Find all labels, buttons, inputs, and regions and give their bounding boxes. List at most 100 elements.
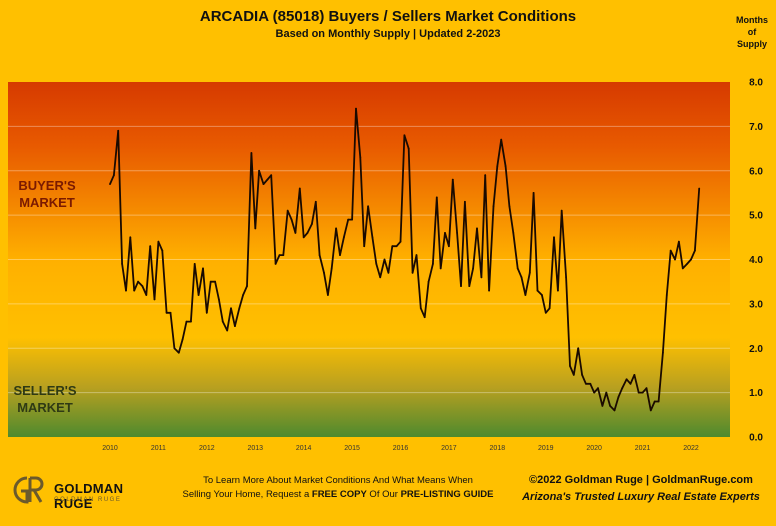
data-point (629, 382, 632, 385)
data-point (234, 325, 236, 327)
data-point (238, 307, 241, 310)
data-point (274, 263, 277, 265)
data-point (560, 209, 563, 212)
data-point (205, 311, 208, 314)
x-axis-ticks: 2010 2011 2012 2013 2014 2015 2016 2017 2018 2019… (102, 445, 699, 452)
data-point (548, 307, 551, 310)
data-point (214, 280, 217, 283)
data-point (589, 382, 592, 385)
data-point (572, 374, 575, 376)
data-point (117, 129, 120, 132)
data-point (306, 232, 309, 234)
data-point (242, 294, 245, 296)
data-point (581, 374, 583, 376)
data-point (218, 298, 220, 301)
sellers-market-line2: MARKET (17, 400, 73, 415)
data-point (544, 311, 547, 314)
data-point (593, 391, 596, 394)
data-point (678, 240, 680, 243)
data-point (484, 174, 487, 177)
data-point (335, 227, 337, 230)
x-tick-label: 2020 (586, 445, 602, 452)
data-point (686, 263, 688, 265)
gr-monogram-icon (13, 476, 44, 504)
data-point (444, 232, 446, 234)
data-point (226, 329, 229, 332)
cta-line1: To Learn More About Market Conditions An… (203, 475, 473, 486)
x-tick-label: 2016 (393, 445, 409, 452)
chart-title: ARCADIA (85018) Buyers / Sellers Market … (199, 8, 577, 25)
data-point (121, 263, 123, 265)
x-tick-label: 2019 (538, 445, 554, 452)
x-tick-label: 2012 (199, 445, 215, 452)
pre-listing-guide-cta: To Learn More About Market Conditions An… (168, 474, 508, 502)
data-point (669, 249, 672, 252)
cta-guide-name: PRE-LISTING GUIDE (400, 489, 494, 500)
data-point (472, 267, 474, 270)
x-tick-label: 2015 (344, 445, 360, 452)
data-point (246, 285, 248, 287)
data-point (137, 280, 140, 283)
sellers-market-label: SELLER'S MARKET (12, 382, 78, 416)
data-point (520, 276, 523, 279)
company-tagline: Arizona's Trusted Luxury Real Estate Exp… (522, 491, 760, 503)
data-point (347, 218, 350, 221)
data-point (391, 245, 394, 248)
x-tick-label: 2014 (296, 445, 312, 452)
data-point (193, 263, 196, 265)
data-point (270, 174, 273, 177)
data-point (343, 236, 345, 239)
data-point (536, 289, 539, 292)
cta-line2-prefix: Selling Your Home, Request a (182, 489, 312, 500)
data-point (323, 271, 325, 274)
data-point (355, 107, 357, 110)
copyright-text: ©2022 Goldman Ruge | GoldmanRuge.com (529, 474, 753, 486)
data-point (605, 391, 608, 394)
data-point (500, 138, 503, 141)
series-layer (109, 107, 701, 412)
y-axis-label: Months of Supply (724, 14, 776, 50)
y-axis-label-line2: of (747, 27, 757, 37)
cta-line2: Selling Your Home, Request a FREE COPY O… (168, 488, 508, 502)
y-tick-label: 5.0 (749, 211, 763, 222)
data-point (427, 280, 430, 283)
data-point (109, 183, 111, 186)
data-point (185, 320, 188, 323)
data-point (149, 245, 152, 248)
data-point (565, 276, 567, 279)
data-point (125, 289, 127, 292)
data-point (456, 232, 458, 234)
data-point (645, 387, 648, 390)
x-tick-label: 2022 (683, 445, 699, 452)
data-point (480, 276, 483, 279)
data-point (432, 263, 434, 265)
data-point (488, 289, 490, 292)
data-point (665, 294, 668, 296)
x-tick-label: 2013 (247, 445, 263, 452)
data-point (387, 271, 390, 274)
data-point (403, 134, 406, 137)
y-tick-label: 2.0 (749, 344, 763, 355)
x-tick-label: 2021 (635, 445, 651, 452)
x-tick-label: 2017 (441, 445, 457, 452)
data-point (637, 391, 640, 394)
data-point (516, 267, 519, 270)
logo-text: GOLDMAN RUGE (54, 481, 124, 511)
data-point (113, 174, 115, 177)
data-point (169, 311, 172, 314)
data-point (532, 192, 535, 194)
data-point (512, 232, 515, 234)
goldman-ruge-logo: GOLDMAN RUGE GOLDMAN RUGE (10, 472, 160, 512)
data-point (674, 258, 676, 261)
data-point (649, 409, 652, 412)
data-point (492, 205, 495, 208)
data-point (451, 178, 454, 181)
data-point (641, 391, 644, 394)
data-point (290, 218, 293, 221)
data-point (597, 387, 599, 390)
data-point (504, 165, 507, 168)
y-tick-label: 1.0 (749, 388, 763, 399)
data-point (508, 205, 511, 208)
data-point (681, 267, 684, 270)
